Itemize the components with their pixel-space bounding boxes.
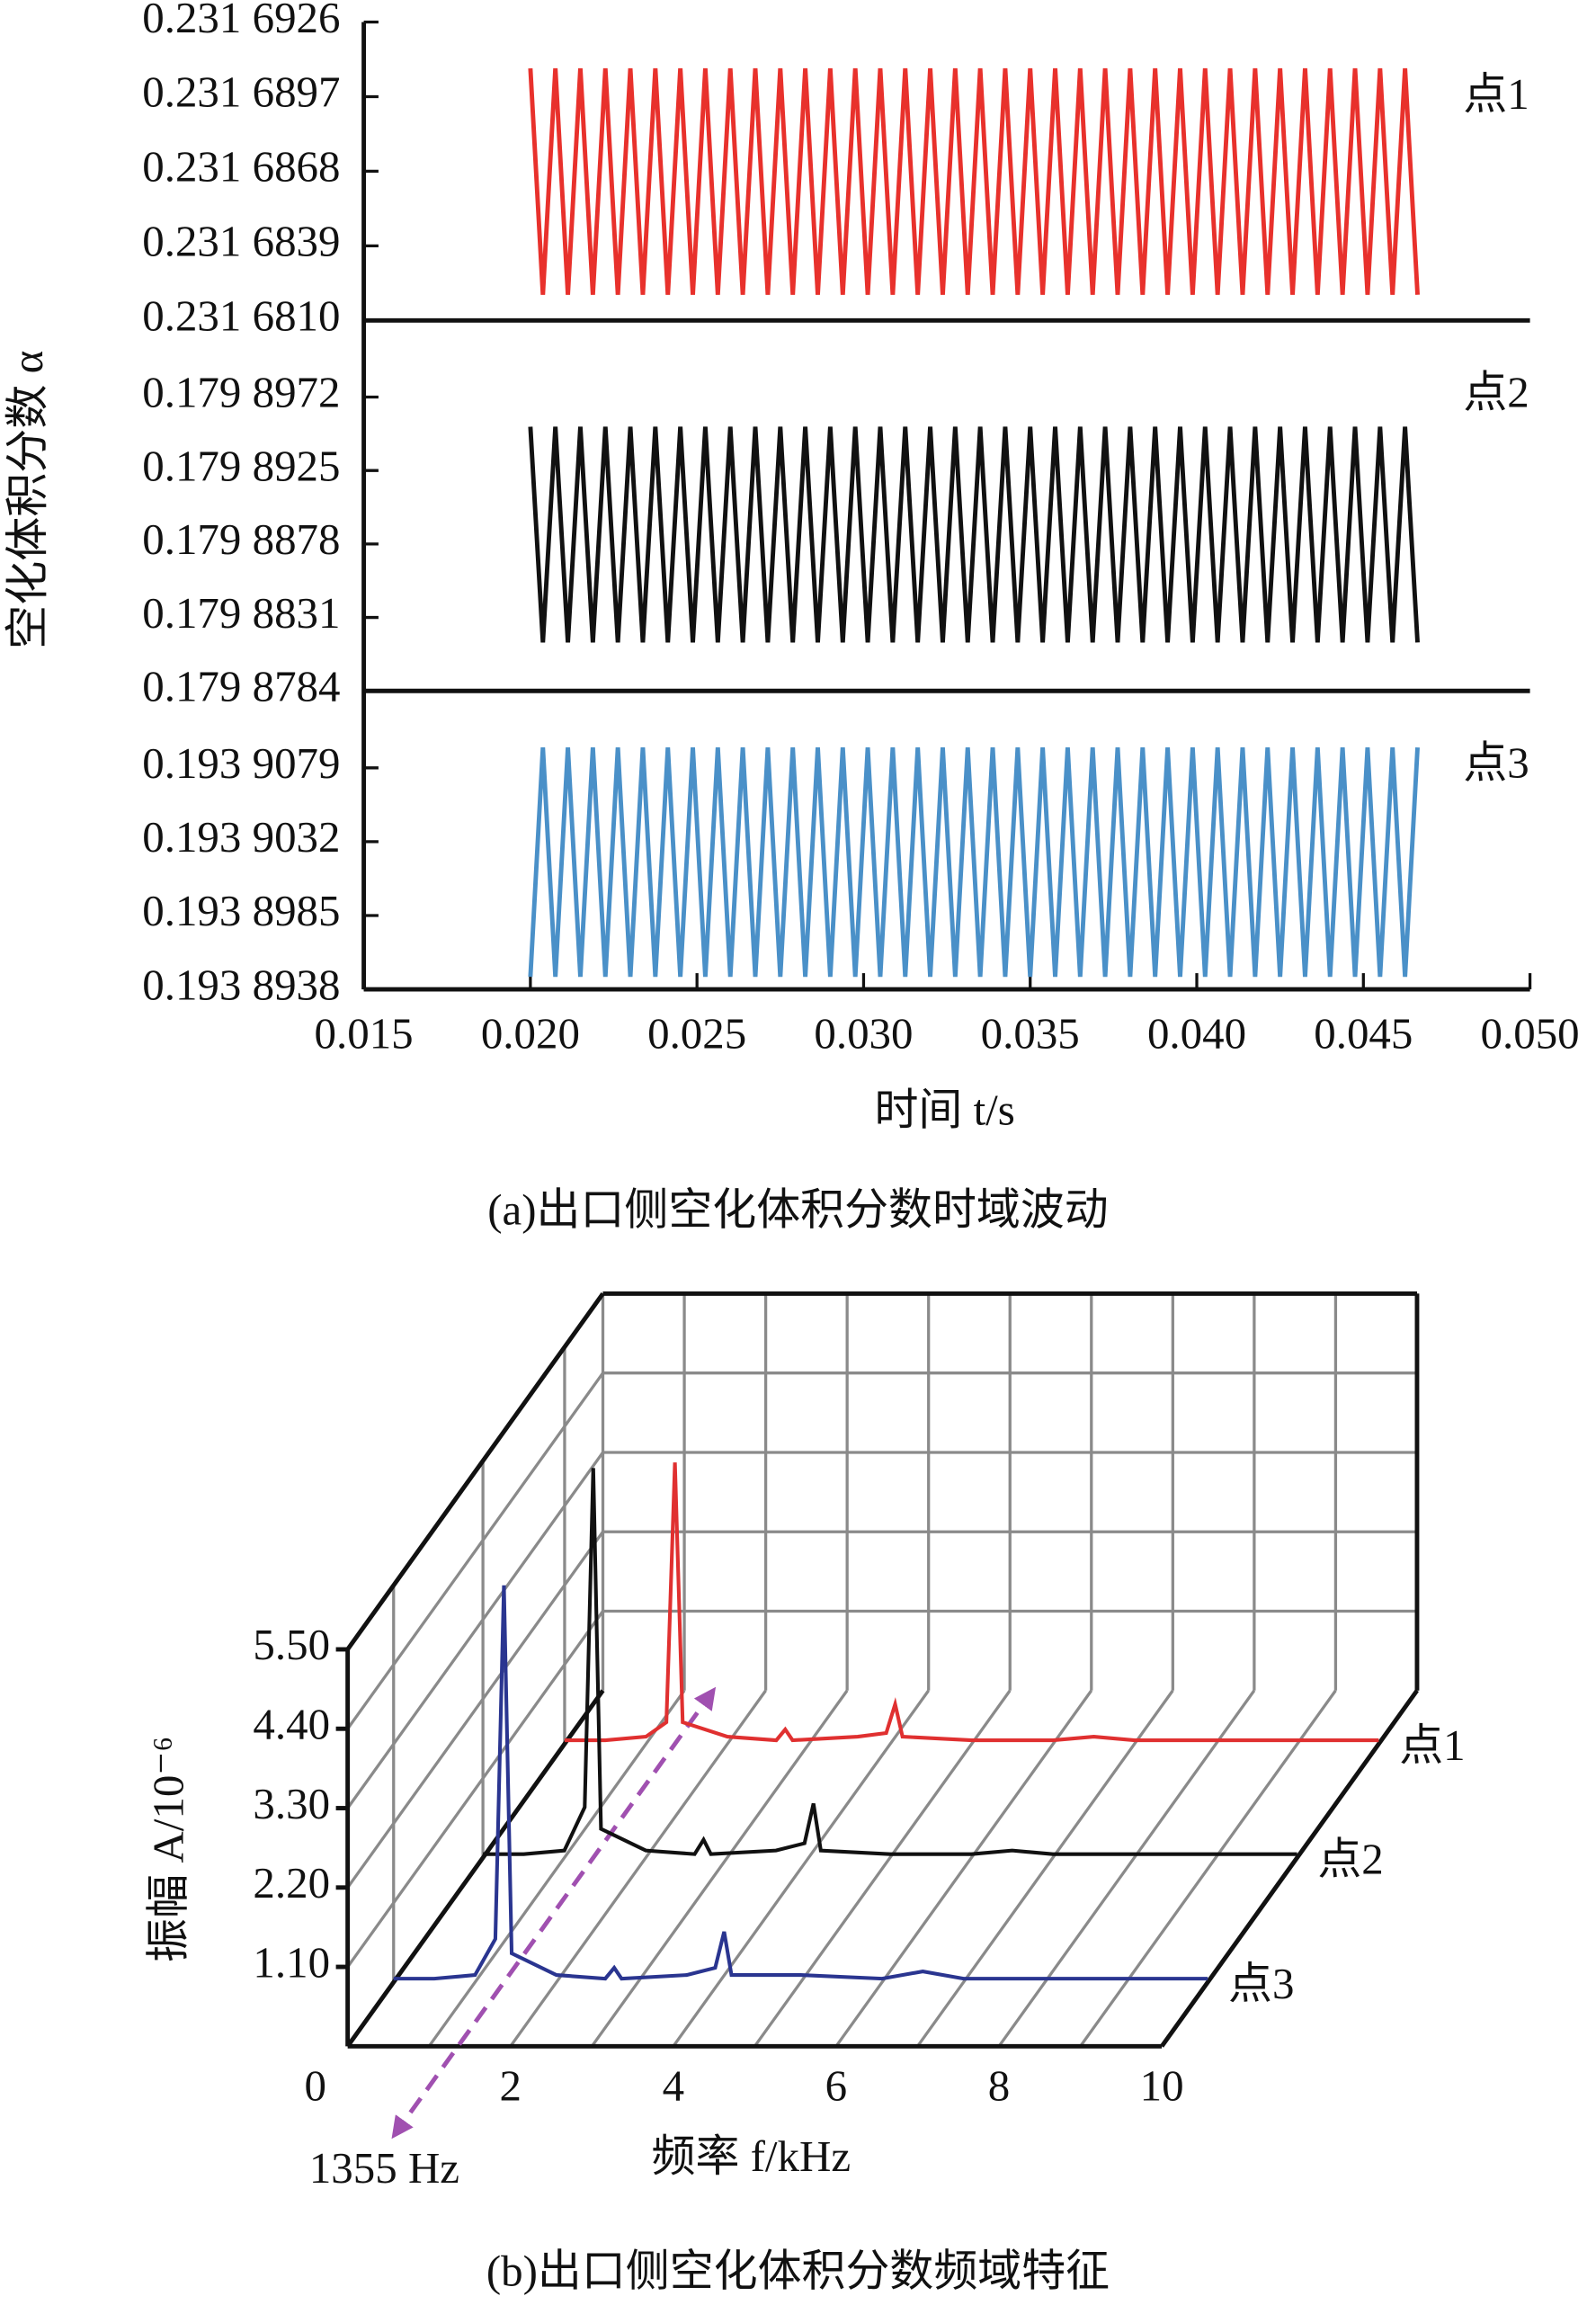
y-tick-label: 5.50 [253, 1620, 330, 1669]
y-axis-label: 振幅 A/10⁻⁶ [144, 1737, 193, 1962]
y-tick-label: 0.193 8985 [142, 886, 340, 935]
y-tick-label: 2.20 [253, 1858, 330, 1907]
x-tick-label: 4 [663, 2061, 684, 2111]
x-tick-label: 6 [825, 2061, 847, 2111]
y-tick-label: 0.179 8784 [142, 661, 340, 710]
x-tick-label: 0.050 [1481, 1008, 1580, 1058]
series-label: 点2 [1317, 1834, 1383, 1883]
y-tick-label: 0.179 8972 [142, 368, 340, 417]
frame [345, 1291, 605, 1651]
frame [345, 1689, 605, 2048]
floor-grid-line [590, 1689, 849, 2048]
y-axis-label: 空化体积分数 α [3, 351, 52, 649]
x-tick-label: 0.020 [481, 1008, 580, 1058]
caption: (b)出口侧空化体积分数频域特征 [486, 2247, 1110, 2296]
y-tick-label: 0.231 6810 [142, 291, 340, 341]
y-tick-label: 0.193 8938 [142, 960, 340, 1009]
y-tick-label: 0.231 6868 [142, 142, 340, 192]
x-tick-label: 0.035 [981, 1008, 1080, 1058]
series-label: 点3 [1228, 1959, 1294, 2008]
y-tick-label: 0.231 6897 [142, 67, 340, 117]
series-line [528, 746, 1420, 978]
series-label: 点3 [1463, 737, 1529, 787]
x-tick-label: 0.015 [315, 1008, 414, 1058]
x-tick-label: 10 [1140, 2061, 1184, 2111]
floor-grid-line [427, 1689, 686, 2048]
y-tick-label: 0.193 9032 [142, 812, 340, 862]
y-tick-label: 0.179 8878 [142, 514, 340, 564]
y-tick-label: 3.30 [253, 1779, 330, 1828]
floor-grid-line [1079, 1689, 1337, 2048]
x-axis-label: 时间 t/s [874, 1085, 1014, 1134]
x-tick-label: 0 [305, 2061, 326, 2111]
series-line [528, 426, 1420, 643]
series-line [483, 1468, 1297, 1856]
series-label: 点2 [1463, 368, 1529, 417]
frame [1160, 1689, 1419, 2048]
x-tick-label: 0.040 [1147, 1008, 1246, 1058]
annotation-arrow [391, 1686, 717, 2140]
y-tick-label: 4.40 [253, 1699, 330, 1748]
caption: (a)出口侧空化体积分数时域波动 [487, 1184, 1109, 1234]
x-tick-label: 0.045 [1314, 1008, 1413, 1058]
series-line [564, 1462, 1379, 1743]
x-tick-label: 8 [988, 2061, 1010, 2111]
floor-grid-line [509, 1689, 767, 2048]
floor-grid-line [916, 1689, 1174, 2048]
x-axis-label: 频率 f/kHz [652, 2131, 851, 2181]
series-label: 点1 [1399, 1720, 1465, 1770]
x-tick-label: 2 [500, 2061, 522, 2111]
series-line [528, 67, 1420, 295]
y-tick-label: 0.179 8831 [142, 588, 340, 638]
floor-grid-line [672, 1689, 931, 2048]
y-tick-label: 1.10 [253, 1937, 330, 1987]
y-tick-label: 0.179 8925 [142, 441, 340, 490]
annotation-label: 1355 Hz [309, 2143, 459, 2193]
floor-grid-line [753, 1689, 1012, 2048]
side-grid-line [346, 1451, 604, 1809]
y-tick-label: 0.231 6839 [142, 217, 340, 266]
x-tick-label: 0.025 [647, 1008, 746, 1058]
side-grid-line [346, 1371, 604, 1730]
series-label: 点1 [1463, 69, 1529, 119]
y-tick-label: 0.193 9079 [142, 738, 340, 788]
x-tick-label: 0.030 [814, 1008, 913, 1058]
series-line [393, 1585, 1208, 1981]
floor-grid-line [834, 1689, 1093, 2048]
floor-grid-line [997, 1689, 1256, 2048]
y-tick-label: 0.231 6926 [142, 0, 340, 42]
